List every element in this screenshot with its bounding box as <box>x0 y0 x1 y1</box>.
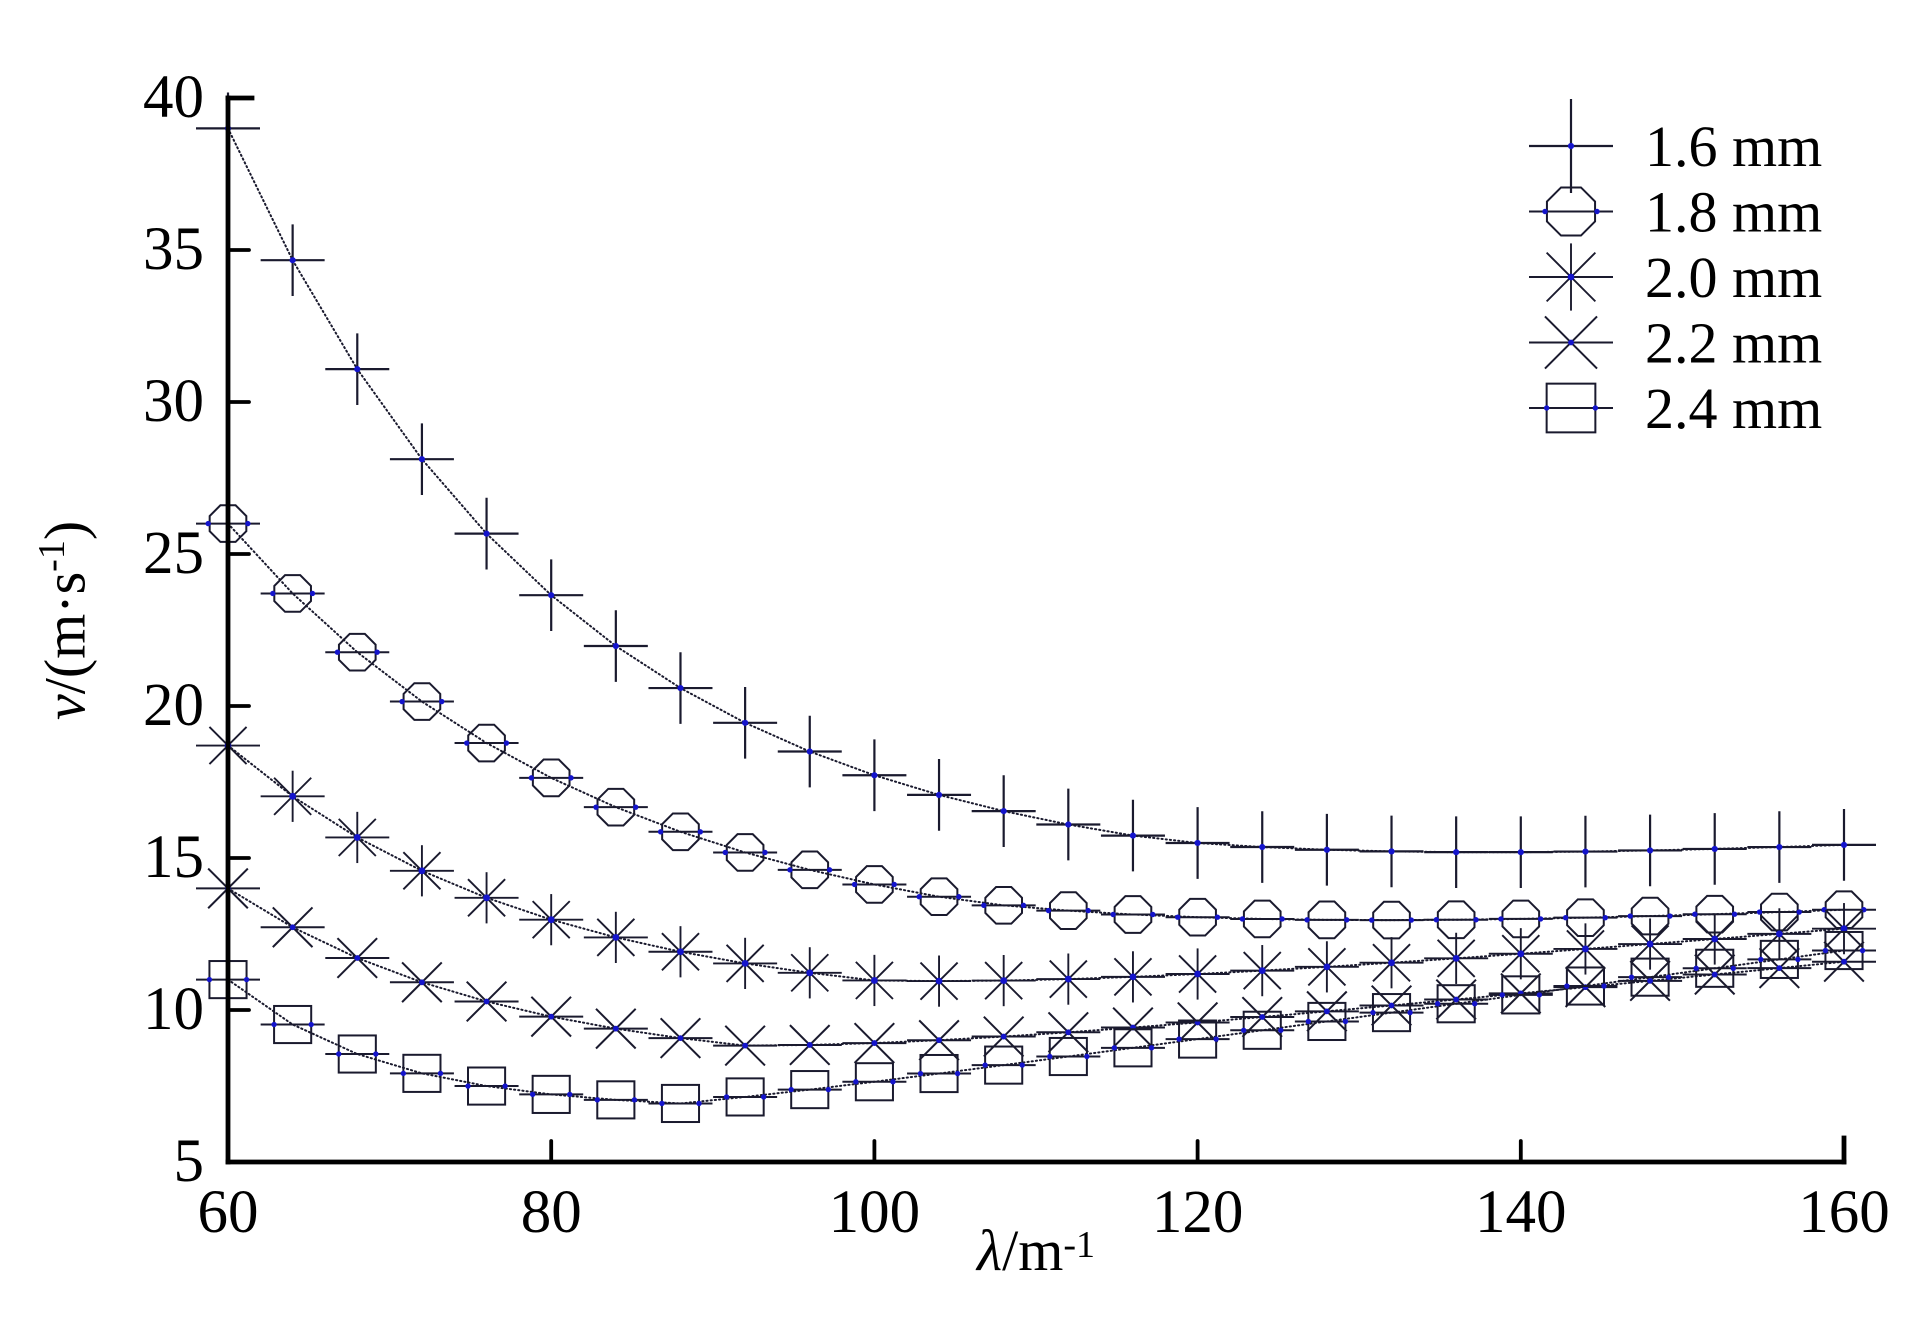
svg-text:60: 60 <box>198 1179 259 1246</box>
svg-text:15: 15 <box>143 824 204 891</box>
svg-text:120: 120 <box>1152 1179 1244 1246</box>
svg-text:35: 35 <box>143 216 204 283</box>
svg-text:2.2 mm: 2.2 mm <box>1645 311 1822 376</box>
svg-text:100: 100 <box>829 1179 921 1246</box>
svg-text:10: 10 <box>143 976 204 1043</box>
svg-text:140: 140 <box>1475 1179 1567 1246</box>
svg-text:40: 40 <box>143 64 204 131</box>
svg-text:80: 80 <box>521 1179 582 1246</box>
svg-text:20: 20 <box>143 672 204 739</box>
svg-text:30: 30 <box>143 368 204 435</box>
svg-text:1.8 mm: 1.8 mm <box>1645 180 1822 245</box>
svg-text:160: 160 <box>1798 1179 1890 1246</box>
svg-text:2.0 mm: 2.0 mm <box>1645 245 1822 310</box>
svg-text:2.4 mm: 2.4 mm <box>1645 376 1822 441</box>
svg-text:1.6 mm: 1.6 mm <box>1645 114 1822 179</box>
svg-text:25: 25 <box>143 520 204 587</box>
